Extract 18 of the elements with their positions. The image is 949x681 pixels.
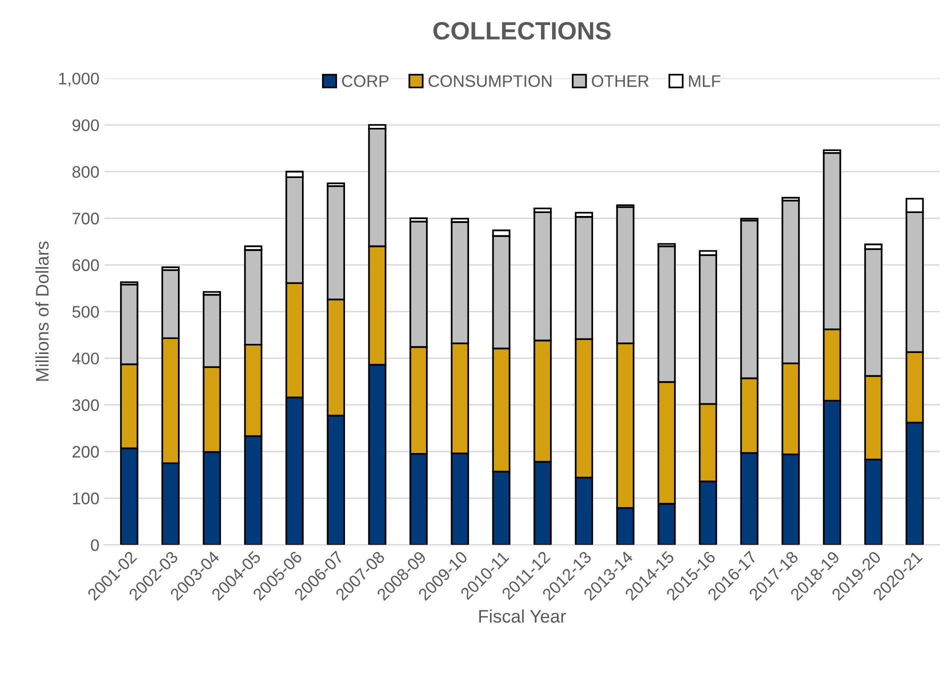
chart-title: COLLECTIONS <box>433 22 611 40</box>
y-tick-label: 100 <box>72 492 99 504</box>
y-tick-label: 700 <box>72 212 99 224</box>
legend-label: CONSUMPTION <box>428 75 552 87</box>
y-tick-label: 600 <box>72 259 99 272</box>
y-tick-label: 0 <box>90 539 99 552</box>
legend-label: MLF <box>689 75 720 87</box>
y-tick-label: 500 <box>72 306 99 318</box>
y-tick-label: 300 <box>72 399 99 412</box>
y-tick-label: 200 <box>72 446 99 458</box>
x-axis-title: Fiscal Year <box>479 609 566 623</box>
y-tick-label: 800 <box>72 166 99 178</box>
y-axis-title: Millions of Dollars <box>35 241 49 381</box>
y-tick-label: 900 <box>72 119 99 132</box>
y-tick-label: 400 <box>72 352 99 364</box>
y-tick-label: 1,000 <box>59 72 99 86</box>
legend-label: OTHER <box>592 75 649 87</box>
legend-label: CORP <box>342 75 388 87</box>
